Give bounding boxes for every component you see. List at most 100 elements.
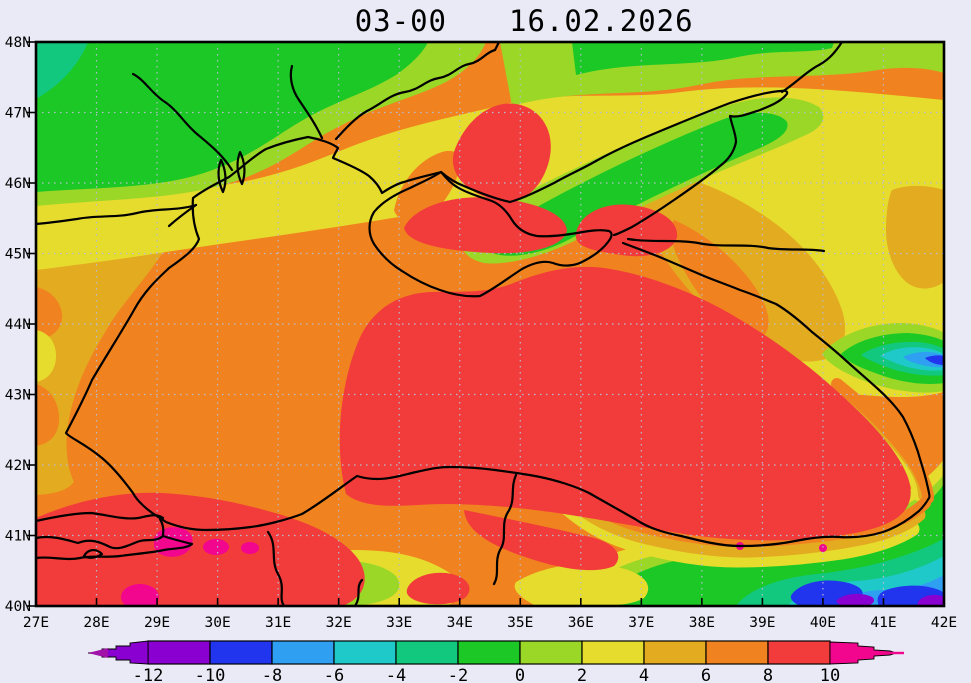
temp-region-east-orange-core [671,220,769,337]
river-south-2 [353,578,364,606]
title-date: 16.02.2026 [509,4,694,38]
colorbar-segment [271,640,335,665]
temp-region-orange-tongue-dnieper [394,150,461,222]
lon-label: 32E [326,615,352,631]
river-don [780,42,844,94]
lon-label: 37E [628,615,654,631]
temp-region-se-purple-1 [836,593,875,606]
colorbar-tick-label: -8 [262,666,282,683]
temp-region-right-edge-yellow-orange [886,185,944,289]
lon-label: 36E [568,615,594,631]
temp-spot-magenta-izmit [203,539,229,555]
lon-label: 42E [931,615,957,631]
lon-label: 39E [749,615,775,631]
lon-label: 41E [870,615,896,631]
temp-region-topright-green-strip [572,42,834,75]
colorbar-tick-label: 0 [515,666,525,683]
temperature-field [36,42,944,606]
coastline-bosphorus [158,517,165,537]
temp-spot-magenta-south-marmara [121,584,159,606]
lat-label: 46N [5,176,31,192]
temp-region-tongue-blue [925,355,944,365]
river-sakarya [266,530,286,606]
colorbar: -12 -10 -8 -6 -4 -2 0 2 4 6 8 10 [87,640,904,683]
colorbar-segment [519,640,583,665]
colorbar-tick-label: -4 [386,666,406,683]
colorbar-left-arrow-tip [88,648,108,658]
colorbar-segment [147,640,211,665]
colorbar-tick-label: -12 [133,666,164,683]
temp-region-red-karkinit [404,197,567,254]
temp-region-topleft-green [36,42,428,192]
colorbar-segment [581,640,645,665]
river-kizilirmak [492,473,518,586]
river-southern-bug [289,64,324,140]
lon-label: 31E [265,615,291,631]
colorbar-tick-label: -6 [324,666,344,683]
temp-region-red-bottom-patch [406,572,470,605]
map-frame [34,40,946,608]
temp-region-left-edge-orange-1 [36,287,63,340]
lon-label: 29E [144,615,170,631]
river-dniester [131,72,234,172]
colorbar-segment [457,640,521,665]
lon-label: 34E [447,615,473,631]
temp-region-bottom-yellow-east [514,564,649,606]
colorbar-segments: -12 -10 -8 -6 -4 -2 0 2 4 6 8 10 [133,640,840,683]
lat-label: 45N [5,247,31,263]
gridlines [36,42,944,606]
coastline-crimea [368,170,613,298]
colorbar-segment [705,640,769,665]
lat-label: 41N [5,529,31,545]
lon-label: 35E [507,615,533,631]
colorbar-segment [395,640,459,665]
river-danube-arm [167,203,198,228]
lat-label: 42N [5,458,31,474]
title-time: 03-00 [355,4,447,38]
colorbar-segment [333,640,397,665]
temp-region-black-sea-red [339,266,911,541]
colorbar-tick-label: 4 [639,666,649,683]
colorbar-tick-label: 6 [701,666,711,683]
colorbar-tick-label: -10 [195,666,226,683]
lon-label: 38E [689,615,715,631]
river-kuban [626,237,826,253]
lon-label: 28E [83,615,109,631]
colorbar-segment [767,640,831,665]
lon-label: 27E [23,615,49,631]
colorbar-tick-label: -2 [448,666,468,683]
lagoon-nw-1 [217,158,227,194]
temp-spot-magenta-east-marmara [241,542,259,554]
colorbar-tick-label: 10 [820,666,840,683]
temp-strip-east-orange [831,378,934,504]
coastline-kapidag [82,549,104,559]
temp-region-red-above-crimea [452,103,551,202]
colorbar-segment [209,640,273,665]
lon-label: 30E [204,615,230,631]
temp-region-west-land-yellow-orange [36,194,229,496]
map-area [34,40,946,608]
colorbar-tick-label: 2 [577,666,587,683]
lon-label: 33E [386,615,412,631]
temp-region-topleft-teal-corner [36,42,88,99]
coastlines [36,42,931,606]
colorbar-tick-label: 8 [763,666,773,683]
temp-region-left-edge-orange-2 [36,384,60,446]
coastline-marmara-north [36,511,165,523]
coastline-azov [594,89,789,237]
coastline-west-north [64,135,598,520]
axes: 27E 28E 29E 30E 31E 32E 33E 34E 35E 36E 37E 38E 39E 4… [5,35,957,631]
lon-label: 40E [810,615,836,631]
temp-spot-magenta-coast-2 [819,544,827,552]
temp-region-se-purple-2 [917,594,944,606]
lat-label: 47N [5,106,31,122]
colorbar-segment [643,640,707,665]
temp-region-east-yellow-orange [633,168,846,362]
lat-label: 43N [5,388,31,404]
temp-region-left-edge-yellow-spot [36,330,56,382]
river-danube [36,203,198,226]
river-dnieper [334,42,501,141]
lat-label: 40N [5,599,31,615]
